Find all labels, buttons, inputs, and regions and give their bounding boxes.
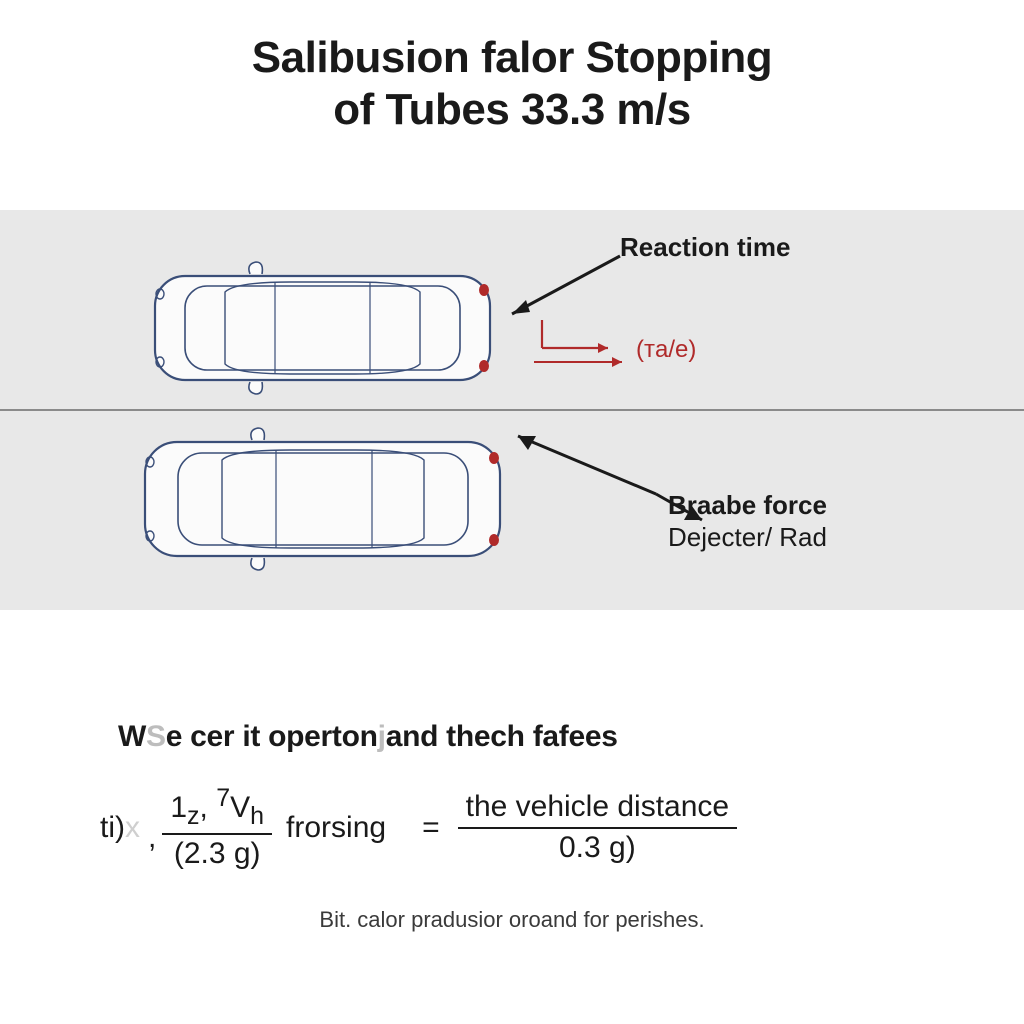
brake-force-label-line1: Braabe force [668,490,827,521]
equals-sign: = [422,811,440,845]
subheading-lead: W [118,720,146,753]
reaction-time-label: Reaction time [620,232,791,263]
equation-lhs-numerator: 1z, 7Vh [162,782,272,833]
subheading-faded2: j [378,720,386,753]
brake-force-label-line2: Dejecter/ Rad [668,522,827,553]
equation-rhs-denominator: 0.3 g) [551,829,644,868]
diagram-svg [0,210,1024,610]
subheading-faded1: S [146,720,166,753]
equation: ti)x , 1z, 7Vh (2.3 g) frorsing = the ve… [100,782,1024,873]
car-top [155,262,490,394]
equation-rhs-numerator: the vehicle distance [458,788,738,827]
page-title: Salibusion falor Stopping of Tubes 33.3 … [0,0,1024,136]
title-line-1: Salibusion falor Stopping [0,32,1024,84]
tae-glyph [534,320,622,367]
equation-mid-word: frorsing [286,811,386,845]
equation-lhs-denominator: (2.3 g) [166,835,269,874]
reaction-arrow [512,256,620,314]
car-bottom [145,428,500,570]
page-root: Salibusion falor Stopping of Tubes 33.3 … [0,0,1024,1024]
equation-comma: , [148,821,156,873]
footnote: Bit. calor pradusior oroand for perishes… [0,907,1024,933]
tae-label: (тa/e) [636,336,696,364]
subheading: WSe cer it opertonjand thech fafees [118,720,1024,754]
diagram-band: Reaction time (тa/e) Braabe force Deject… [0,210,1024,610]
subheading-rest1: e cer it operton [166,720,378,753]
equation-ti-label: ti)x [100,811,140,845]
subheading-rest2: and thech fafees [386,720,618,753]
bottom-section: WSe cer it opertonjand thech fafees ti)x… [0,700,1024,933]
equation-lhs-fraction: 1z, 7Vh (2.3 g) [162,782,272,873]
title-line-2: of Tubes 33.3 m/s [0,84,1024,136]
equation-rhs-fraction: the vehicle distance 0.3 g) [458,788,738,867]
